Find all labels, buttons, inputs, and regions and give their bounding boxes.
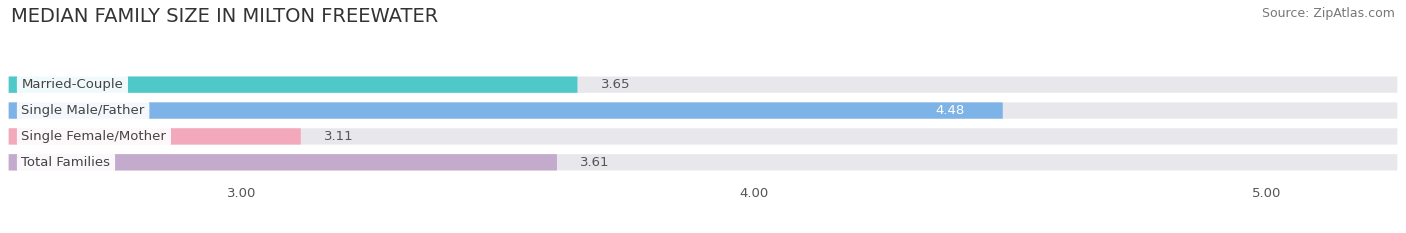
FancyBboxPatch shape — [8, 128, 1398, 145]
FancyBboxPatch shape — [8, 76, 578, 93]
FancyBboxPatch shape — [8, 154, 1398, 171]
FancyBboxPatch shape — [8, 102, 1398, 119]
FancyBboxPatch shape — [8, 76, 1398, 93]
Text: Single Male/Father: Single Male/Father — [21, 104, 145, 117]
Text: Married-Couple: Married-Couple — [21, 78, 124, 91]
Text: Total Families: Total Families — [21, 156, 111, 169]
FancyBboxPatch shape — [8, 128, 301, 145]
Text: MEDIAN FAMILY SIZE IN MILTON FREEWATER: MEDIAN FAMILY SIZE IN MILTON FREEWATER — [11, 7, 439, 26]
Text: Single Female/Mother: Single Female/Mother — [21, 130, 166, 143]
Text: 4.48: 4.48 — [935, 104, 965, 117]
Text: 3.65: 3.65 — [600, 78, 630, 91]
Text: Source: ZipAtlas.com: Source: ZipAtlas.com — [1261, 7, 1395, 20]
FancyBboxPatch shape — [8, 102, 1002, 119]
Text: 3.11: 3.11 — [323, 130, 353, 143]
FancyBboxPatch shape — [8, 154, 557, 171]
Text: 3.61: 3.61 — [581, 156, 610, 169]
